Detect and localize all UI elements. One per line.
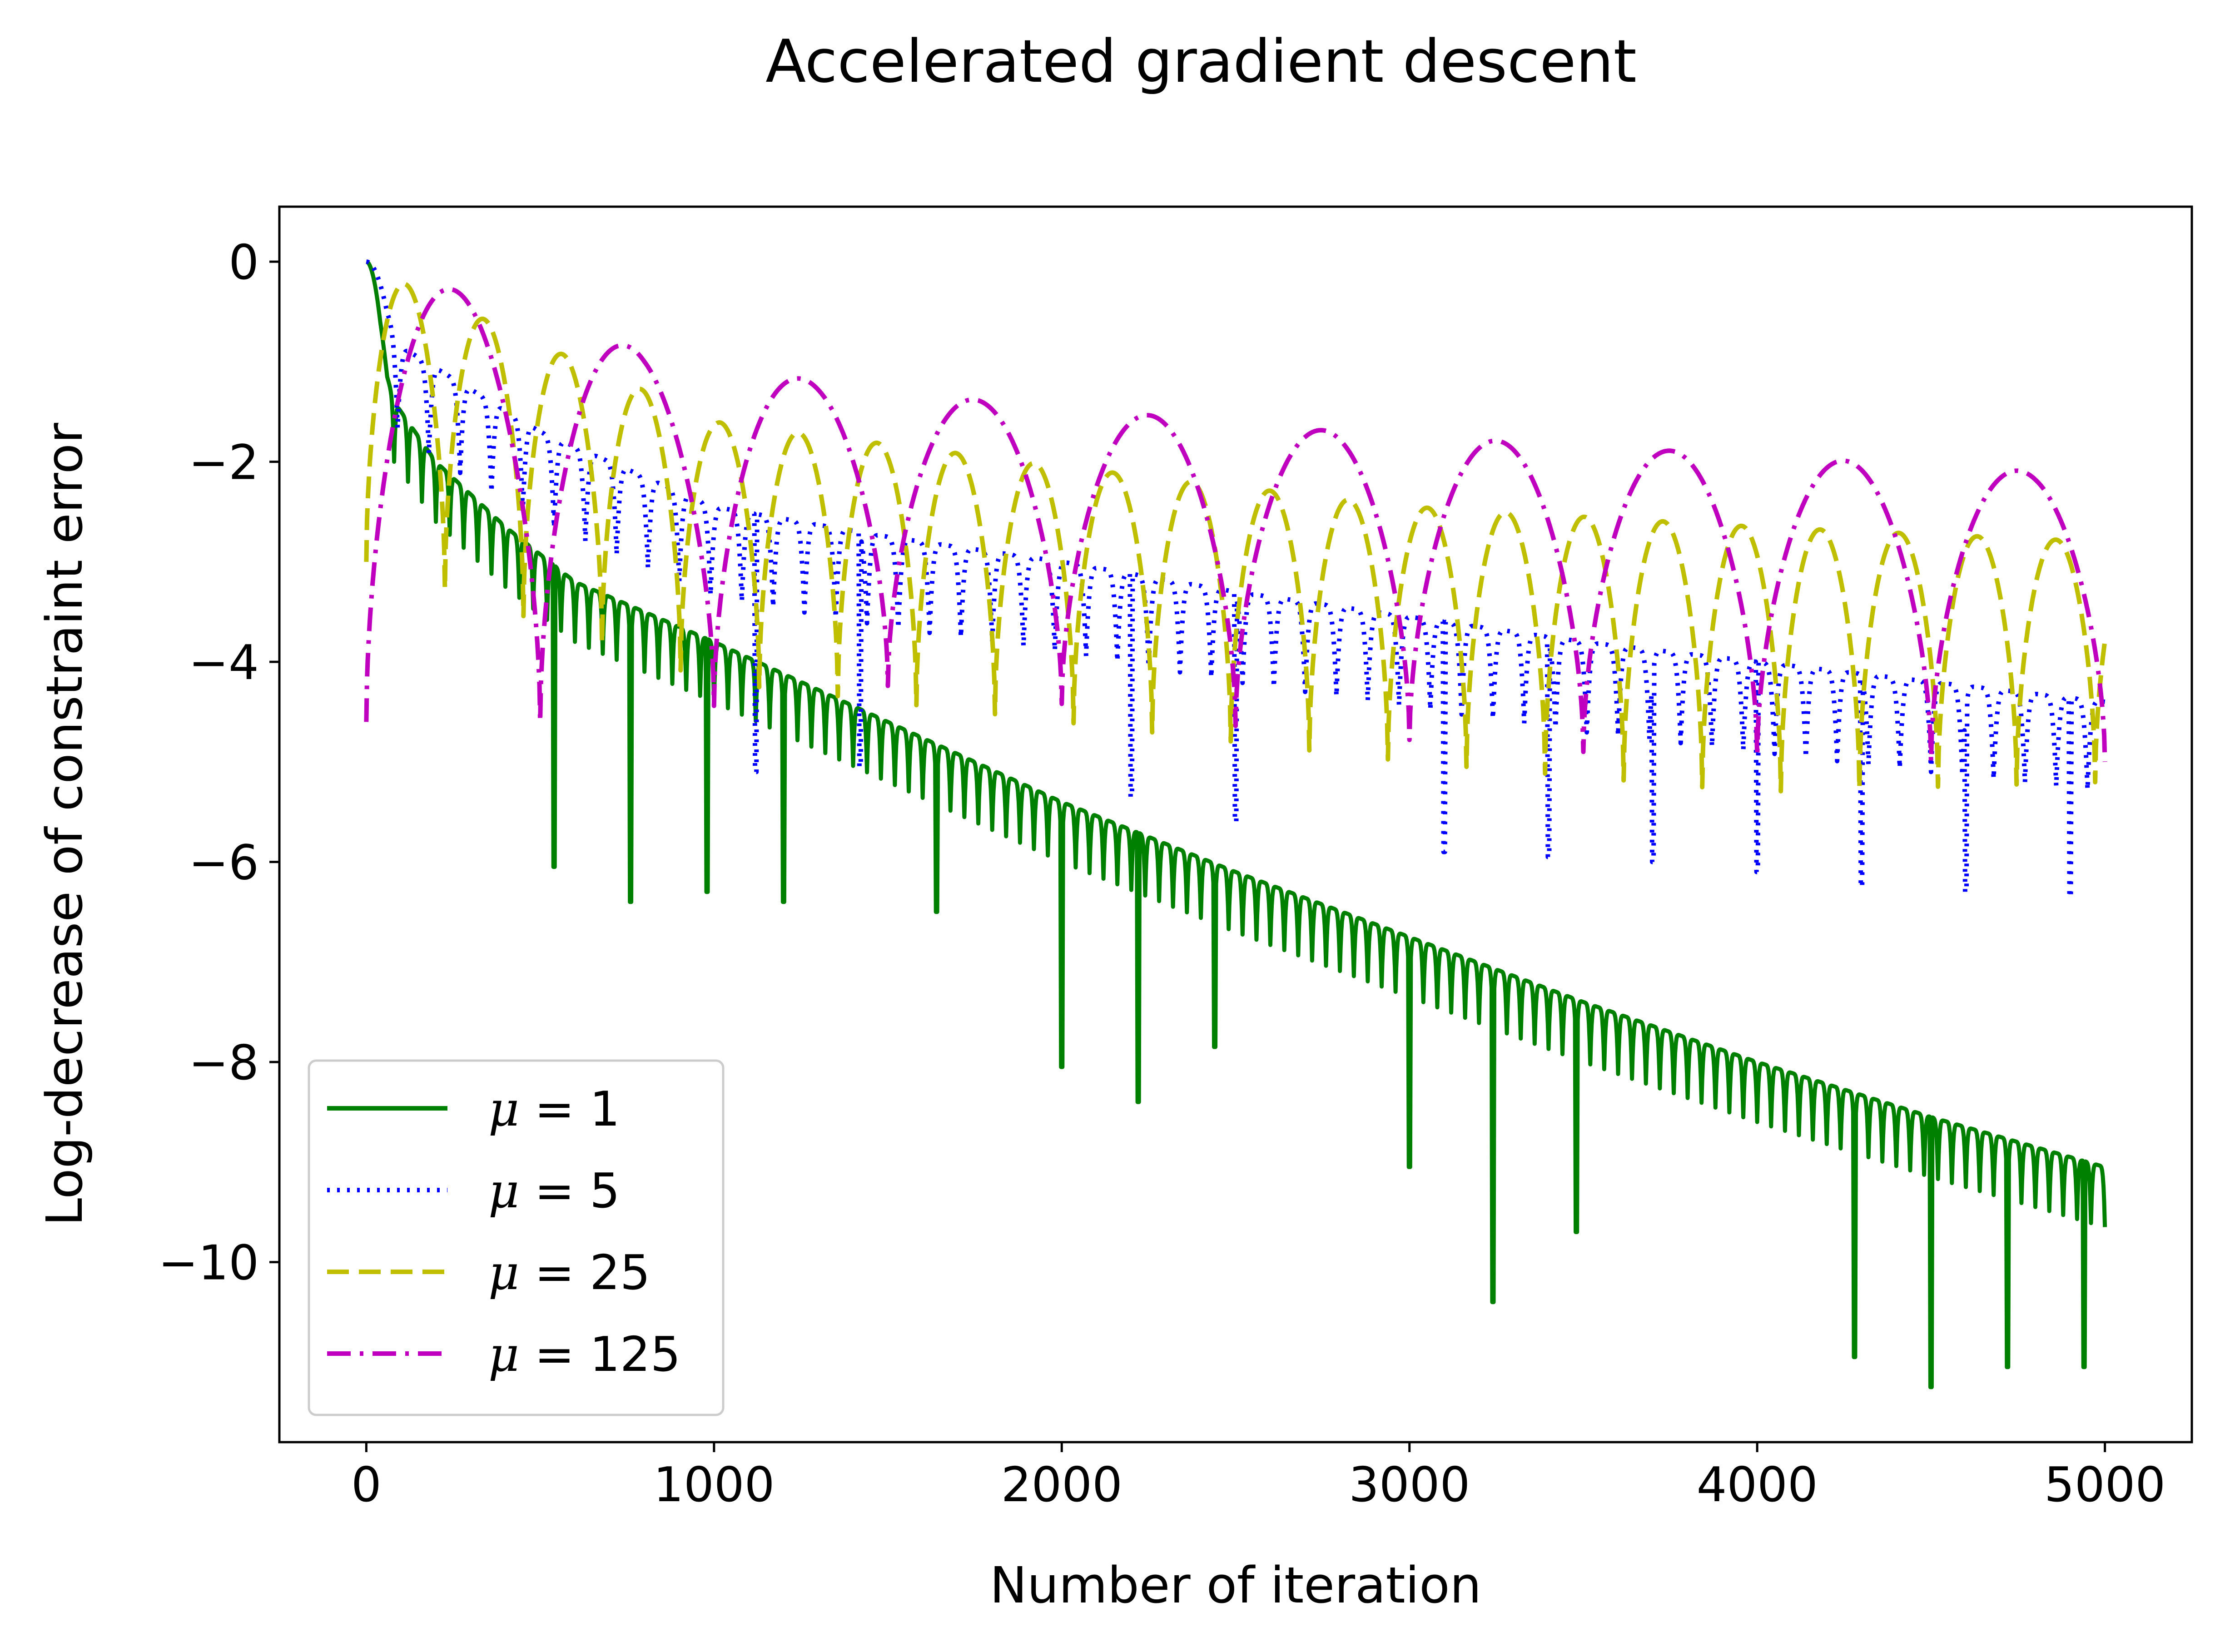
x-tick-label: 3000 <box>1349 1457 1470 1513</box>
y-axis-ticks: 0 −2 −4 −6 −8 −10 <box>158 235 279 1291</box>
x-tick-label: 4000 <box>1697 1457 1818 1513</box>
x-tick-label: 1000 <box>653 1457 775 1513</box>
x-tick-label: 2000 <box>1001 1457 1122 1513</box>
y-axis-label: Log-decrease of constraint error <box>35 422 94 1226</box>
y-tick-label: −4 <box>189 635 259 690</box>
series-line-3 <box>364 281 2107 794</box>
series-line-4 <box>364 287 2107 764</box>
x-axis-label: Number of iteration <box>990 1556 1482 1614</box>
x-tick-label: 5000 <box>2044 1457 2165 1513</box>
legend-frame <box>308 1059 725 1416</box>
y-tick-label: −10 <box>158 1235 259 1291</box>
legend-label-4: μ = 125 <box>488 1327 680 1382</box>
chart-title: Accelerated gradient descent <box>765 27 1637 96</box>
legend-label-1: μ = 1 <box>488 1081 620 1137</box>
y-tick-label: −8 <box>189 1035 259 1091</box>
legend-entries: μ = 1 μ = 5 μ = 25 μ = 125 <box>327 1081 680 1382</box>
x-axis-ticks: 0 1000 2000 3000 4000 5000 <box>351 1442 2165 1513</box>
legend: μ = 1 μ = 5 μ = 25 μ = 125 <box>308 1059 725 1416</box>
legend-label-2: μ = 5 <box>488 1163 620 1219</box>
series-line-1 <box>365 259 2107 1389</box>
y-tick-label: 0 <box>228 235 259 290</box>
plot-frame <box>278 205 2193 1444</box>
series-layer <box>364 259 2107 1389</box>
y-tick-label: −6 <box>189 835 259 891</box>
y-tick-label: −2 <box>189 435 259 491</box>
x-tick-label: 0 <box>351 1457 382 1513</box>
legend-label-3: μ = 25 <box>488 1245 651 1300</box>
